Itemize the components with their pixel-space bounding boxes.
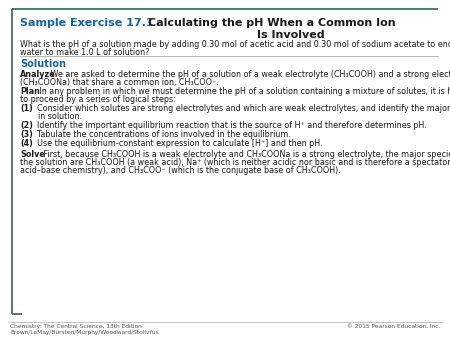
Text: Consider which solutes are strong electrolytes and which are weak electrolytes, : Consider which solutes are strong electr… bbox=[32, 104, 450, 113]
Text: Is Involved: Is Involved bbox=[257, 30, 325, 40]
Text: Identify the important equilibrium reaction that is the source of H⁺ and therefo: Identify the important equilibrium react… bbox=[32, 121, 427, 130]
Text: (3): (3) bbox=[20, 130, 33, 139]
Text: © 2015 Pearson Education, Inc.: © 2015 Pearson Education, Inc. bbox=[346, 324, 440, 329]
Text: Tabulate the concentrations of ions involved in the equilibrium.: Tabulate the concentrations of ions invo… bbox=[32, 130, 291, 139]
Text: water to make 1.0 L of solution?: water to make 1.0 L of solution? bbox=[20, 48, 149, 57]
Text: (2): (2) bbox=[20, 121, 33, 130]
Text: (CH₃COONa) that share a common ion, CH₃COO⁻.: (CH₃COONa) that share a common ion, CH₃C… bbox=[20, 78, 219, 87]
Text: to proceed by a series of logical steps:: to proceed by a series of logical steps: bbox=[20, 95, 176, 104]
Text: What is the pH of a solution made by adding 0.30 mol of acetic acid and 0.30 mol: What is the pH of a solution made by add… bbox=[20, 40, 450, 49]
Text: (4): (4) bbox=[20, 139, 33, 148]
Text: Sample Exercise 17.1: Sample Exercise 17.1 bbox=[20, 18, 153, 28]
Text: Use the equilibrium-constant expression to calculate [H⁺] and then pH.: Use the equilibrium-constant expression … bbox=[32, 139, 323, 148]
Text: In any problem in which we must determine the pH of a solution containing a mixt: In any problem in which we must determin… bbox=[37, 87, 450, 96]
Text: Plan: Plan bbox=[20, 87, 40, 96]
Text: First, because CH₃COOH is a weak electrolyte and CH₃COONa is a strong electrolyt: First, because CH₃COOH is a weak electro… bbox=[41, 150, 450, 159]
Text: Solution: Solution bbox=[20, 59, 66, 69]
Text: Brown/LeMay/Bursten/Murphy/Woodward/Stoltzfus: Brown/LeMay/Bursten/Murphy/Woodward/Stol… bbox=[10, 330, 159, 335]
Text: Calculating the pH When a Common Ion: Calculating the pH When a Common Ion bbox=[148, 18, 396, 28]
Text: Analyze: Analyze bbox=[20, 70, 56, 79]
Text: Solve: Solve bbox=[20, 150, 45, 159]
Text: in solution.: in solution. bbox=[38, 112, 82, 121]
Text: (1): (1) bbox=[20, 104, 33, 113]
Text: acid–base chemistry), and CH₃COO⁻ (which is the conjugate base of CH₃COOH).: acid–base chemistry), and CH₃COO⁻ (which… bbox=[20, 166, 341, 175]
Text: the solution are CH₃COOH (a weak acid), Na⁺ (which is neither acidic nor basic a: the solution are CH₃COOH (a weak acid), … bbox=[20, 158, 450, 167]
Text: We are asked to determine the pH of a solution of a weak electrolyte (CH₃COOH) a: We are asked to determine the pH of a so… bbox=[48, 70, 450, 79]
Text: Chemistry: The Central Science, 13th Edition: Chemistry: The Central Science, 13th Edi… bbox=[10, 324, 142, 329]
